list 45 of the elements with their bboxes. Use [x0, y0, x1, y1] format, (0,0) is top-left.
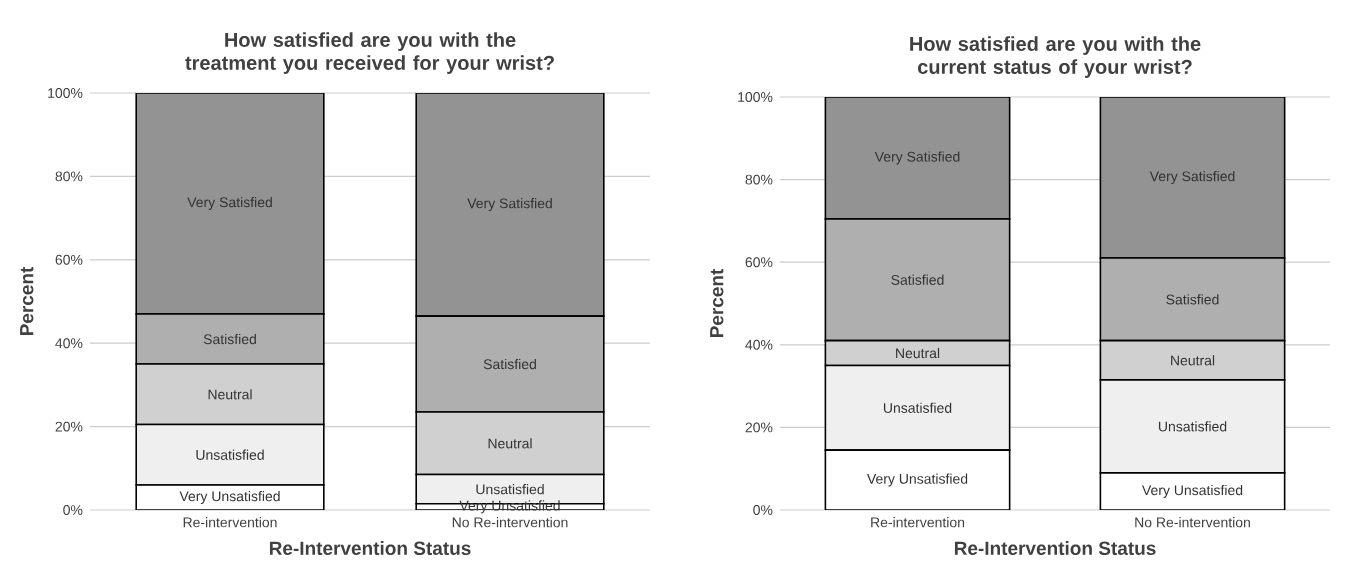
y-tick-label: 40% — [745, 339, 773, 350]
y-tick-label: 0% — [753, 505, 773, 515]
y-tick-label: 80% — [745, 174, 773, 185]
text: Very Satisfied — [874, 151, 960, 165]
text: Very Satisfied — [467, 198, 552, 212]
text: Satisfied — [483, 358, 536, 370]
bar — [135, 93, 325, 315]
bar — [415, 93, 605, 317]
series-label: Unsatisfied — [476, 484, 544, 495]
y-tick-label: 80% — [55, 171, 83, 182]
series-label: Very Satisfied — [1149, 171, 1235, 185]
x-tick-label: No Re-intervention — [452, 517, 568, 528]
series-label: Neutral — [208, 389, 252, 400]
x-tick-label: Re-intervention — [871, 517, 965, 528]
bar — [824, 97, 1011, 220]
series-label: Neutral — [896, 347, 940, 359]
x-tick-label: Re-intervention — [183, 517, 277, 528]
series-label: Very Satisfied — [187, 196, 272, 211]
text: Unsatisfied — [196, 449, 264, 460]
chart-title: How satisfied are you with the current status of your wrist? — [910, 36, 1201, 78]
x-tick-label: No Re-intervention — [1135, 517, 1250, 528]
text: Unsatisfied — [1158, 421, 1227, 432]
text: Satisfied — [891, 274, 944, 285]
text: Neutral — [1171, 355, 1215, 366]
series-label: Very Unsatisfied — [1142, 484, 1243, 498]
series-label: Unsatisfied — [883, 402, 952, 413]
y-axis-title: Percent — [710, 268, 724, 338]
text: Very Unsatisfied — [179, 490, 280, 505]
x-axis-title: Re-Intervention Status — [269, 541, 471, 556]
text: Neutral — [488, 438, 532, 449]
y-tick-label: 60% — [745, 257, 773, 268]
chart-title: How satisfied are you with the treatment you received for your wrist? — [185, 32, 554, 74]
y-tick-label: 60% — [55, 254, 83, 265]
x-axis-title: Re-Intervention Status — [954, 541, 1156, 556]
y-tick-label: 0% — [63, 505, 83, 515]
y-tick-label: 100% — [48, 88, 83, 98]
bar — [1099, 97, 1286, 259]
text: Very Unsatisfied — [867, 473, 968, 487]
y-tick-label: 100% — [738, 92, 773, 102]
y-axis-title: Percent — [20, 266, 34, 336]
y-tick-label: 20% — [745, 422, 773, 433]
series-label: Satisfied — [203, 333, 256, 345]
y-tick-label: 20% — [55, 421, 83, 432]
series-label: Satisfied — [1166, 294, 1219, 305]
y-tick-label: 40% — [55, 338, 83, 349]
